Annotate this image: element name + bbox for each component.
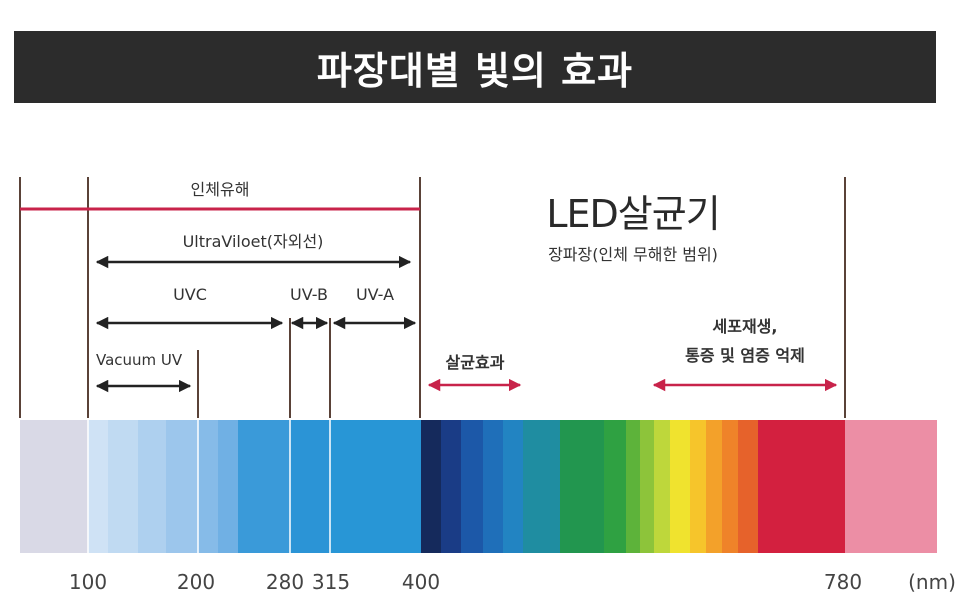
tick-label: 280 [265,570,305,594]
unit-label: (nm) [908,570,956,594]
uvc-label: UVC [173,285,207,304]
tick-label: 780 [823,570,863,594]
harmful-label: 인체유해 [190,180,250,199]
ultraviolet-label: UltraViloet(자외선) [182,232,324,251]
spectrum-bar [20,420,937,553]
vacuum-uv-label: Vacuum UV [96,351,183,369]
regeneration-label-line2: 통증 및 염증 억제 [685,346,805,365]
led-subtitle: 장파장(인체 무해한 범위) [548,245,718,264]
tick-label: 400 [401,570,441,594]
uva-label: UV-A [355,285,395,304]
title-bar: 파장대별 빛의 효과 [14,31,936,103]
led-title: LED살균기 [546,192,720,236]
tick-label: 100 [68,570,108,594]
tick-label: 315 [311,570,351,594]
regeneration-label-line1: 세포재생, [712,317,778,336]
boundary-lines [19,177,846,418]
sterilization-label: 살균효과 [445,353,505,372]
tick-label: 200 [176,570,216,594]
uvb-label: UV-B [290,285,328,304]
page-title: 파장대별 빛의 효과 [316,48,634,93]
